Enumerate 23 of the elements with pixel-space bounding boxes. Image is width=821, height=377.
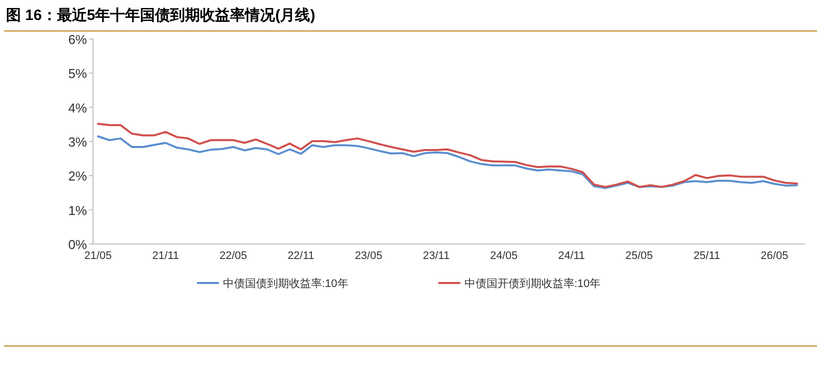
x-tick-label: 22/05 [220,250,248,262]
x-tick-label: 26/05 [760,250,788,262]
y-tick-label: 5% [68,66,88,82]
line-series [97,122,798,188]
y-tick-label: 2% [68,168,88,184]
x-tick-label: 22/11 [288,250,314,262]
x-tick-label: 21/11 [152,250,180,262]
y-tick-label: 6% [68,32,88,47]
x-tick-label: 25/11 [693,250,720,262]
x-tick-label: 25/05 [625,250,653,262]
x-tick-label: 24/11 [558,250,585,262]
y-tick-label: 3% [68,134,88,150]
x-tick-label: 24/05 [490,250,518,262]
y-tick-label: 1% [68,202,88,218]
y-tick-label: 0% [68,237,88,252]
x-tick-label: 21/05 [84,250,112,262]
legend-label: 中债国债到期收益率:10年 [223,277,348,290]
y-tick-label: 4% [68,100,88,116]
chart-title: 图 16：最近5年十年国债到期收益率情况(月线) [6,6,316,24]
legend-label: 中债国开债到期收益率:10年 [464,277,601,290]
line-series [97,135,798,189]
x-tick-label: 23/11 [422,250,450,262]
x-tick-label: 23/05 [354,250,382,262]
